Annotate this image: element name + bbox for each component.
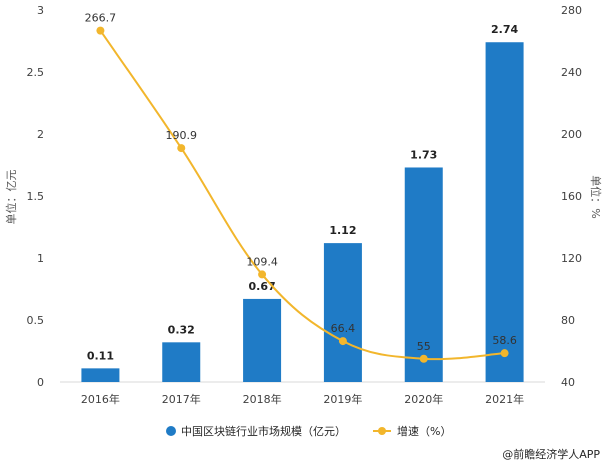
legend-bar-marker (166, 426, 176, 436)
growth-point (338, 337, 347, 346)
x-tick-label: 2021年 (485, 392, 524, 406)
right-axis-ticks: 40 80 120 160 200 240 280 (561, 4, 582, 389)
x-tick-label: 2017年 (162, 392, 201, 406)
bar (485, 42, 524, 383)
bar-data-labels: 0.110.320.671.121.732.74 (87, 23, 519, 362)
growth-point (258, 270, 267, 279)
growth-point (177, 144, 186, 153)
legend-bar-label: 中国区块链行业市场规模（亿元） (181, 424, 346, 438)
bar-value-label: 1.73 (410, 148, 437, 161)
growth-value-label: 109.4 (246, 255, 278, 268)
bar-series (81, 42, 524, 383)
right-tick-label: 40 (561, 376, 575, 389)
right-tick-label: 160 (561, 190, 582, 203)
bar (162, 342, 201, 382)
left-tick-label: 1 (37, 252, 44, 265)
credit-text: @前瞻经济学人APP (502, 447, 600, 461)
x-tick-label: 2016年 (81, 392, 120, 406)
x-tick-label: 2020年 (404, 392, 443, 406)
growth-point (500, 349, 509, 358)
y-axis-title-right: 单位：% (589, 175, 603, 218)
growth-point (96, 26, 105, 35)
y-axis-title-left: 单位：亿元 (4, 170, 18, 225)
bar (404, 167, 443, 382)
right-tick-label: 280 (561, 4, 582, 17)
bar (81, 368, 120, 382)
legend-line-dot (378, 427, 386, 435)
right-tick-label: 80 (561, 314, 575, 327)
growth-point (419, 354, 428, 363)
left-tick-label: 3 (37, 4, 44, 17)
legend: 中国区块链行业市场规模（亿元） 增速（%） (166, 424, 451, 438)
x-tick-label: 2018年 (243, 392, 282, 406)
bar-value-label: 0.11 (87, 349, 114, 362)
growth-value-label: 55 (417, 340, 431, 353)
growth-points (96, 26, 509, 363)
growth-value-label: 190.9 (166, 129, 198, 142)
bar (243, 298, 282, 382)
bar-value-label: 2.74 (491, 23, 518, 36)
left-tick-label: 1.5 (27, 190, 45, 203)
left-tick-label: 2 (37, 128, 44, 141)
legend-line-label: 增速（%） (397, 424, 451, 438)
x-axis-ticks: 2016年 2017年 2018年 2019年 2020年 2021年 (81, 392, 524, 406)
bar (323, 243, 362, 382)
left-axis-ticks: 0 0.5 1 1.5 2 2.5 3 (27, 4, 45, 389)
growth-value-label: 266.7 (85, 12, 117, 25)
right-tick-label: 200 (561, 128, 582, 141)
right-tick-label: 240 (561, 66, 582, 79)
bar-value-label: 1.12 (329, 224, 356, 237)
left-tick-label: 2.5 (27, 66, 45, 79)
growth-value-label: 66.4 (331, 322, 356, 335)
growth-value-label: 58.6 (492, 334, 517, 347)
x-tick-label: 2019年 (323, 392, 362, 406)
growth-line (99, 30, 505, 361)
left-tick-label: 0.5 (27, 314, 45, 327)
left-tick-label: 0 (37, 376, 44, 389)
bar-value-label: 0.32 (168, 323, 195, 336)
growth-data-labels: 266.7 190.9 109.4 66.4 55 58.6 (85, 12, 517, 353)
right-tick-label: 120 (561, 252, 582, 265)
